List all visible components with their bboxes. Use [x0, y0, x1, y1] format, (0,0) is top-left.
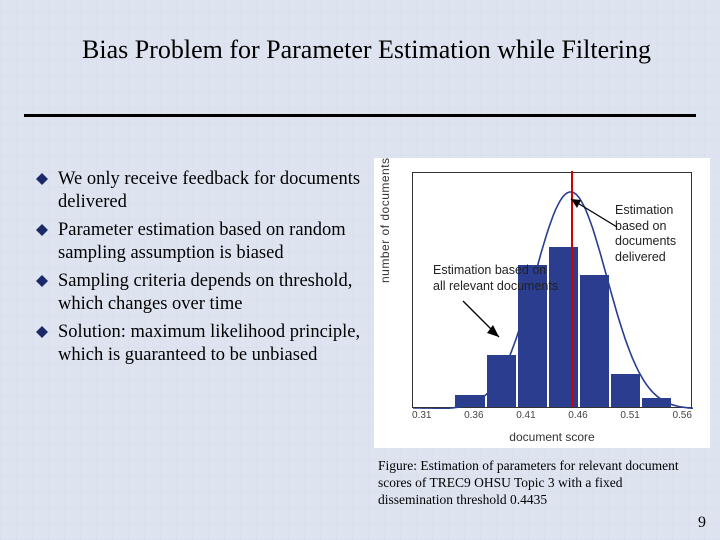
x-axis-label: document score	[412, 430, 692, 444]
figure-caption: Figure: Estimation of parameters for rel…	[378, 458, 698, 509]
bullet-text: Solution: maximum likelihood principle, …	[58, 321, 366, 366]
bar	[487, 355, 516, 407]
x-tick: 0.36	[464, 410, 483, 421]
bullet-text: We only receive feedback for documents d…	[58, 168, 366, 213]
arrow-icon	[457, 295, 517, 345]
bullet-text: Sampling criteria depends on threshold, …	[58, 270, 366, 315]
bullet-icon	[36, 321, 58, 366]
bullet-list: We only receive feedback for documents d…	[36, 168, 366, 373]
slide-number: 9	[698, 514, 706, 532]
slide-title: Bias Problem for Parameter Estimation wh…	[82, 34, 682, 67]
bullet-item: Solution: maximum likelihood principle, …	[36, 321, 366, 366]
bar	[580, 275, 609, 407]
annotation-all-docs: Estimation based onall relevant document…	[433, 263, 583, 294]
x-tick: 0.41	[516, 410, 535, 421]
bar	[455, 395, 484, 407]
y-axis-label: number of documents	[378, 157, 392, 283]
bullet-item: Sampling criteria depends on threshold, …	[36, 270, 366, 315]
bullet-item: We only receive feedback for documents d…	[36, 168, 366, 213]
x-axis-ticks: 0.31 0.36 0.41 0.46 0.51 0.56	[412, 410, 692, 421]
x-tick: 0.51	[620, 410, 639, 421]
bar	[642, 398, 671, 407]
plot-area: Estimation based onall relevant document…	[412, 172, 692, 408]
bullet-icon	[36, 168, 58, 213]
chart-panel: number of documents Estimation based ona…	[374, 158, 710, 448]
bullet-item: Parameter estimation based on random sam…	[36, 219, 366, 264]
x-tick: 0.56	[672, 410, 691, 421]
arrow-icon	[563, 193, 623, 233]
x-tick: 0.31	[412, 410, 431, 421]
x-tick: 0.46	[568, 410, 587, 421]
bullet-icon	[36, 270, 58, 315]
bullet-icon	[36, 219, 58, 264]
title-underline	[24, 114, 696, 117]
bullet-text: Parameter estimation based on random sam…	[58, 219, 366, 264]
bar	[611, 374, 640, 407]
annotation-delivered: Estimationbased ondocumentsdelivered	[615, 203, 693, 266]
